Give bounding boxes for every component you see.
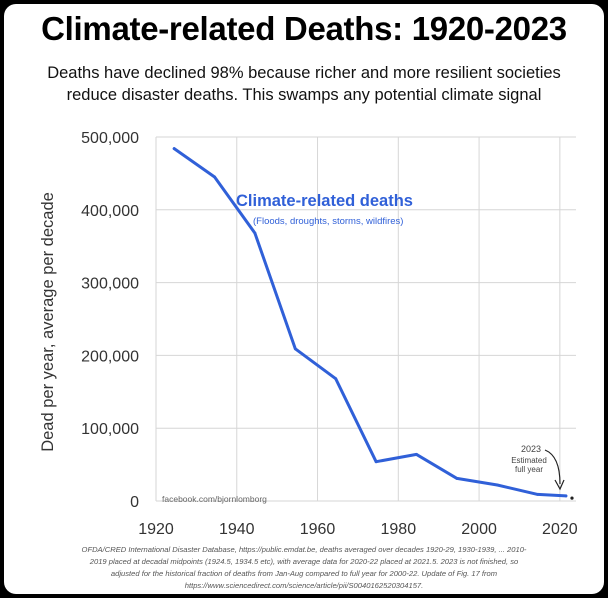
chart-subtitle: Deaths have declined 98% because richer …	[4, 62, 604, 106]
data-point	[172, 147, 176, 151]
series-label: Climate-related deaths	[236, 192, 413, 210]
footnote-line-1: OFDA/CRED International Disaster Databas…	[81, 545, 527, 554]
estimate-point-2023	[570, 496, 574, 500]
chart-card: Climate-related Deaths: 1920-2023 Deaths…	[4, 4, 604, 594]
grid-lines	[155, 136, 576, 502]
estimate-arrow	[544, 449, 561, 485]
data-point	[455, 477, 459, 480]
data-point	[213, 175, 217, 179]
y-tick-label: 200,000	[81, 348, 139, 365]
estimate-label-full-year: full year	[515, 465, 543, 474]
footnote-line-2: 2019 placed at decadal midpoints (1924.5…	[89, 557, 519, 566]
data-point	[495, 483, 499, 487]
estimate-label-year: 2023	[521, 444, 541, 454]
estimate-arrowhead	[554, 479, 565, 491]
data-point	[536, 493, 539, 496]
y-tick-label: 300,000	[81, 276, 139, 293]
y-tick-label: 400,000	[81, 203, 139, 220]
x-tick-labels: 1920 1940 1960 1980 2000 2020	[138, 521, 578, 538]
series-sublabel: (Floods, droughts, storms, wildfires)	[253, 216, 403, 227]
subtitle-line-2: reduce disaster deaths. This swamps any …	[66, 86, 542, 104]
chart-title: Climate-related Deaths: 1920-2023	[41, 10, 567, 47]
y-tick-labels: 0 100,000 200,000 300,000 400,000 500,000	[81, 130, 139, 511]
y-axis-label: Dead per year, average per decade	[39, 192, 57, 452]
footnote-line-4: https://www.sciencedirect.com/science/ar…	[184, 581, 424, 590]
source-footnote: OFDA/CRED International Disaster Databas…	[10, 544, 598, 592]
estimate-label-estimated: Estimated	[511, 456, 547, 465]
y-tick-label: 0	[130, 494, 139, 511]
data-point	[293, 347, 297, 351]
subtitle-line-1: Deaths have declined 98% because richer …	[47, 64, 561, 82]
line-chart: 0 100,000 200,000 300,000 400,000 500,000 192…	[39, 130, 578, 538]
data-point	[415, 453, 418, 456]
data-point	[374, 460, 378, 464]
watermark: facebook.com/bjornlomborg	[162, 494, 267, 504]
data-point	[253, 231, 257, 235]
x-tick-label: 1980	[381, 521, 417, 538]
data-point	[334, 377, 338, 381]
y-tick-label: 100,000	[81, 421, 139, 438]
y-tick-label: 500,000	[81, 130, 139, 147]
footnote-line-3: adjusted for the historical fraction of …	[110, 569, 498, 578]
data-point	[564, 494, 568, 498]
x-tick-label: 2000	[461, 521, 497, 538]
x-tick-label: 1920	[138, 521, 174, 538]
data-points	[172, 147, 568, 498]
x-tick-label: 1940	[219, 521, 255, 538]
x-tick-label: 1960	[300, 521, 336, 538]
x-tick-label: 2020	[542, 521, 578, 538]
